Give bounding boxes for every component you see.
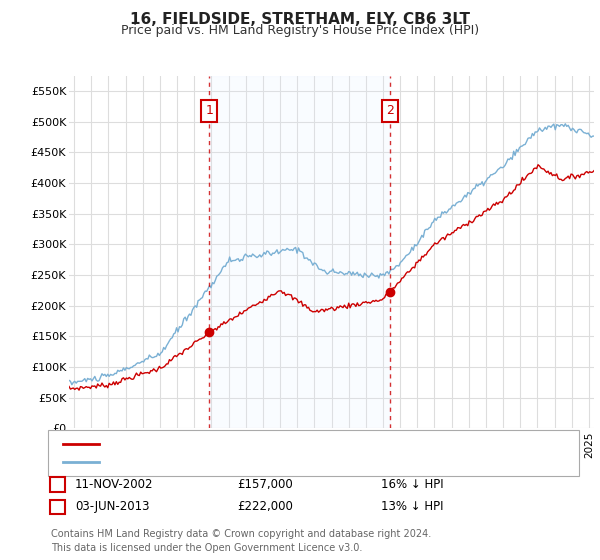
Text: Contains HM Land Registry data © Crown copyright and database right 2024.
This d: Contains HM Land Registry data © Crown c… bbox=[51, 529, 431, 553]
Text: 13% ↓ HPI: 13% ↓ HPI bbox=[381, 500, 443, 514]
Text: HPI: Average price, detached house, East Cambridgeshire: HPI: Average price, detached house, East… bbox=[108, 458, 431, 467]
Text: 1: 1 bbox=[53, 478, 62, 491]
Text: 16, FIELDSIDE, STRETHAM, ELY, CB6 3LT: 16, FIELDSIDE, STRETHAM, ELY, CB6 3LT bbox=[130, 12, 470, 27]
Text: 2: 2 bbox=[53, 500, 62, 514]
Text: 11-NOV-2002: 11-NOV-2002 bbox=[75, 478, 154, 491]
Bar bbox=[209, 76, 390, 428]
Text: Price paid vs. HM Land Registry's House Price Index (HPI): Price paid vs. HM Land Registry's House … bbox=[121, 24, 479, 36]
Text: 03-JUN-2013: 03-JUN-2013 bbox=[75, 500, 149, 514]
Text: £222,000: £222,000 bbox=[237, 500, 293, 514]
Text: £157,000: £157,000 bbox=[237, 478, 293, 491]
Text: 1: 1 bbox=[205, 104, 213, 118]
Text: 16, FIELDSIDE, STRETHAM, ELY, CB6 3LT (detached house): 16, FIELDSIDE, STRETHAM, ELY, CB6 3LT (d… bbox=[108, 439, 433, 449]
Text: 16% ↓ HPI: 16% ↓ HPI bbox=[381, 478, 443, 491]
Text: 2: 2 bbox=[386, 104, 394, 118]
